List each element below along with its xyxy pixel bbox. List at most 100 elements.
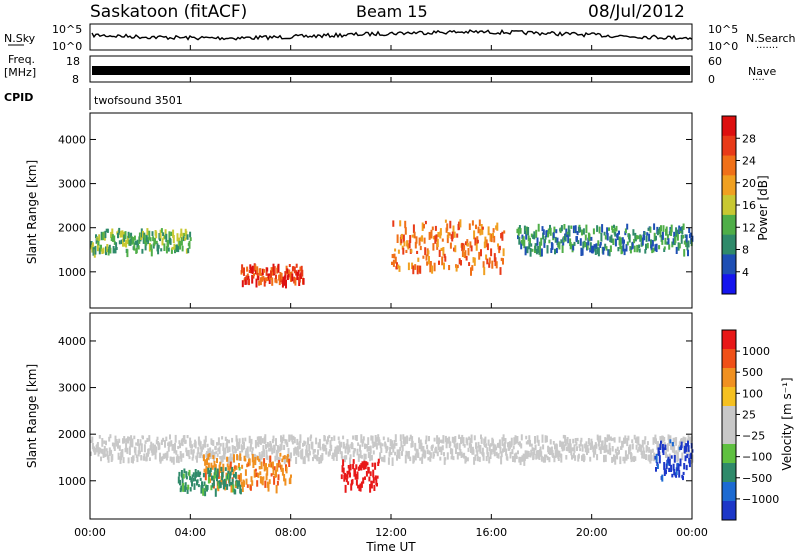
data-cell	[468, 436, 471, 440]
data-cell	[440, 446, 443, 455]
data-cell	[581, 455, 583, 461]
data-cell	[135, 247, 138, 254]
data-cell	[418, 443, 421, 450]
data-cell	[659, 436, 662, 441]
data-cell	[683, 445, 686, 454]
colorbar-segment	[722, 463, 736, 483]
data-cell	[245, 448, 248, 454]
data-cell	[453, 247, 456, 252]
data-cell	[595, 443, 598, 449]
data-cell	[486, 447, 489, 455]
data-cell	[135, 454, 138, 458]
data-cell	[368, 476, 371, 482]
data-cell	[155, 446, 158, 453]
data-cell	[678, 225, 681, 234]
data-cell	[535, 453, 538, 460]
data-cell	[125, 239, 128, 248]
data-cell	[549, 447, 551, 455]
data-cell	[663, 436, 666, 442]
data-cell	[629, 246, 632, 251]
data-cell	[270, 473, 273, 477]
data-cell	[190, 477, 193, 483]
data-cell	[570, 225, 573, 229]
data-cell	[297, 451, 300, 458]
data-cell	[558, 450, 561, 457]
data-cell	[549, 439, 552, 445]
data-cell	[255, 472, 258, 477]
data-cell	[170, 231, 173, 236]
data-cell	[275, 274, 277, 280]
data-cell	[480, 249, 482, 257]
data-cell	[184, 237, 187, 241]
data-cell	[479, 444, 482, 454]
cpid-label: CPID	[4, 91, 33, 104]
data-cell	[204, 459, 207, 466]
data-cell	[446, 437, 449, 444]
data-cell	[538, 246, 541, 255]
data-cell	[252, 462, 255, 468]
data-cell	[254, 468, 257, 472]
data-cell	[673, 231, 676, 238]
data-cell	[602, 246, 605, 255]
data-cell	[149, 237, 152, 242]
data-cell	[668, 439, 671, 446]
data-cell	[257, 472, 260, 478]
data-cell	[318, 457, 321, 464]
data-cell	[106, 450, 109, 457]
data-cell	[133, 235, 136, 241]
data-cell	[352, 435, 355, 440]
data-cell	[531, 447, 534, 452]
data-cell	[414, 442, 417, 451]
data-cell	[437, 443, 440, 451]
data-cell	[199, 452, 202, 459]
data-cell	[377, 458, 380, 464]
data-cell	[174, 434, 177, 443]
data-cell	[588, 442, 591, 446]
colorbar-segment	[722, 175, 736, 196]
colorbar-segment	[722, 254, 736, 275]
data-cell	[668, 458, 671, 467]
data-cell	[651, 239, 654, 247]
data-cell	[244, 469, 247, 476]
data-cell	[241, 447, 244, 453]
data-cell	[228, 473, 230, 480]
data-cell	[255, 441, 258, 446]
data-cell	[145, 238, 148, 246]
data-cell	[409, 235, 412, 243]
data-cell	[483, 443, 486, 448]
data-cell	[108, 436, 111, 442]
data-cell	[210, 462, 213, 468]
data-cell	[486, 452, 489, 457]
data-cell	[597, 247, 600, 257]
data-cell	[175, 244, 178, 252]
nsky-label: N.Sky	[4, 32, 36, 45]
data-cell	[665, 448, 668, 452]
data-cell	[431, 444, 434, 449]
data-cell	[530, 233, 533, 238]
data-cell	[498, 248, 501, 254]
data-cell	[393, 440, 396, 449]
data-cell	[253, 460, 255, 464]
data-cell	[110, 449, 113, 455]
data-cell	[221, 471, 224, 478]
data-cell	[288, 269, 291, 274]
data-cell	[314, 454, 317, 459]
data-cell	[442, 247, 445, 256]
data-cell	[653, 452, 656, 462]
data-cell	[389, 447, 392, 455]
data-cell	[454, 245, 457, 253]
data-cell	[537, 450, 540, 459]
data-cell	[440, 247, 443, 251]
data-cell	[476, 456, 479, 462]
data-cell	[127, 457, 130, 464]
data-cell	[410, 249, 413, 253]
data-cell	[509, 451, 512, 459]
colorbar-tick-label: 16	[742, 199, 756, 212]
data-cell	[241, 264, 244, 273]
data-cell	[443, 452, 445, 457]
data-cell	[493, 450, 496, 457]
data-cell	[220, 456, 223, 464]
data-cell	[584, 242, 587, 248]
data-cell	[122, 238, 124, 247]
data-cell	[523, 225, 526, 234]
